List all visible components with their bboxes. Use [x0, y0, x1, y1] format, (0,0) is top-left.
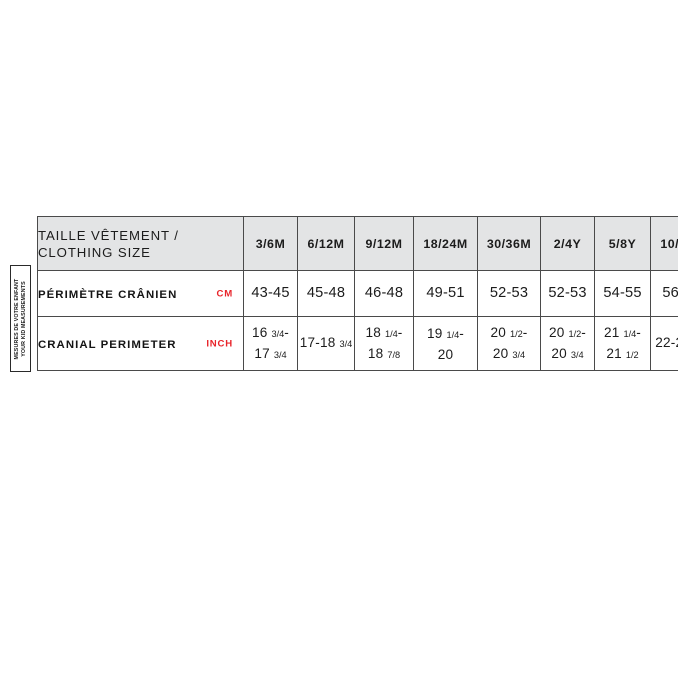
header-size-5-8y: 5/8Y — [594, 216, 651, 271]
cell-inch-30-36m: 20 1/2- 20 3/4 — [477, 316, 541, 371]
cell-inch-18-24m: 19 1/4- 20 — [413, 316, 478, 371]
cell-inch-9-12m: 18 1/4- 18 7/8 — [354, 316, 414, 371]
header-size-3-6m: 3/6M — [243, 216, 298, 271]
cell-cm-30-36m: 52-53 — [477, 270, 541, 317]
header-size-2-4y: 2/4Y — [540, 216, 595, 271]
row-unit-inch: INCH — [206, 338, 233, 349]
side-measurements-label-inner: MESURES DE VOTRE ENFANT YOUR KID MEASURE… — [13, 267, 27, 370]
row-label-cranial-perimeter-fr: PÉRIMÈTRE CRÂNIEN CM — [37, 270, 244, 317]
table-row: PÉRIMÈTRE CRÂNIEN CM 43-45 45-48 46-48 4… — [37, 270, 678, 317]
cell-inch-6-12m: 17-18 3/4 — [297, 316, 355, 371]
header-size-30-36m: 30/36M — [477, 216, 541, 271]
header-size-9-12m: 9/12M — [354, 216, 414, 271]
header-title-line2: CLOTHING SIZE — [38, 244, 151, 260]
cell-cm-3-6m: 43-45 — [243, 270, 298, 317]
cell-cm-10-14y: 56-57 — [650, 270, 678, 317]
row-unit-cm: CM — [216, 288, 233, 299]
side-label-line-fr: MESURES DE VOTRE ENFANT — [13, 278, 20, 359]
cell-inch-2-4y: 20 1/2- 20 3/4 — [540, 316, 595, 371]
row-label-text-fr: PÉRIMÈTRE CRÂNIEN — [38, 288, 178, 301]
row-label-text-en: CRANIAL PERIMETER — [38, 338, 177, 351]
cell-cm-9-12m: 46-48 — [354, 270, 414, 317]
cell-cm-18-24m: 49-51 — [413, 270, 478, 317]
cell-inch-3-6m: 16 3/4- 17 3/4 — [243, 316, 298, 371]
header-size-10-14y: 10/14Y — [650, 216, 678, 271]
cell-inch-5-8y: 21 1/4- 21 1/2 — [594, 316, 651, 371]
cell-cm-6-12m: 45-48 — [297, 270, 355, 317]
row-label-cranial-perimeter-en: CRANIAL PERIMETER INCH — [37, 316, 244, 371]
header-size-18-24m: 18/24M — [413, 216, 478, 271]
header-clothing-size-title: TAILLE VÊTEMENT / CLOTHING SIZE — [37, 216, 244, 271]
cell-cm-2-4y: 52-53 — [540, 270, 595, 317]
size-chart-table: TAILLE VÊTEMENT / CLOTHING SIZE 3/6M 6/1… — [37, 216, 678, 371]
table-row: CRANIAL PERIMETER INCH 16 3/4- 17 3/4 17-… — [37, 316, 678, 371]
header-size-6-12m: 6/12M — [297, 216, 355, 271]
table-header-row: TAILLE VÊTEMENT / CLOTHING SIZE 3/6M 6/1… — [37, 216, 678, 271]
side-measurements-label: MESURES DE VOTRE ENFANT YOUR KID MEASURE… — [10, 265, 31, 372]
cell-cm-5-8y: 54-55 — [594, 270, 651, 317]
side-label-line-en: YOUR KID MEASUREMENTS — [20, 280, 27, 357]
cell-inch-10-14y: 22-22 1/2 — [650, 316, 678, 371]
header-title-line1: TAILLE VÊTEMENT / — [38, 227, 179, 243]
